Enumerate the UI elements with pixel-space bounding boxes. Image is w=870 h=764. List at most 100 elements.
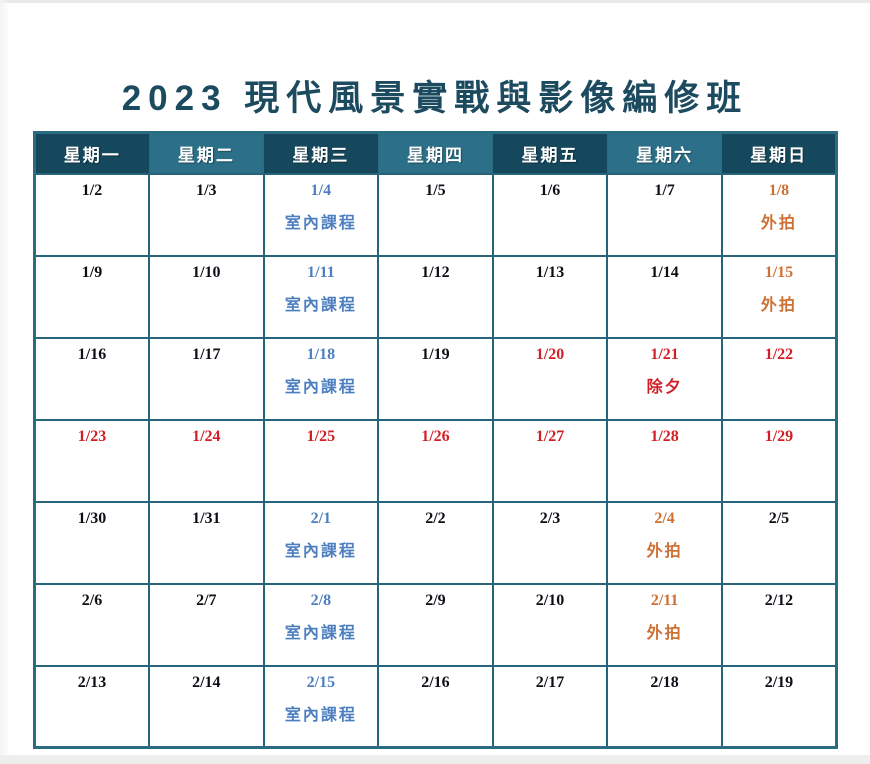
calendar-cell-2-8: 2/8 室內課程: [262, 582, 380, 667]
cell-date: 2/11: [650, 591, 679, 609]
calendar-cell-1-19: 1/19: [377, 336, 494, 421]
calendar-cell-1-18: 1/18 室內課程: [262, 336, 380, 421]
calendar-cell-1-2: 1/2: [33, 172, 151, 257]
calendar-cell-1-6: 1/6: [491, 172, 609, 257]
cell-date: 1/11: [307, 263, 335, 281]
cell-date: 1/22: [764, 345, 794, 363]
cell-date: 1/19: [421, 345, 450, 363]
calendar-week-row: 2/6 2/7 2/8 室內課程 2/9 2/10 2/11 外拍 2/12: [33, 582, 838, 667]
cell-date: 2/4: [654, 509, 675, 527]
cell-date: 2/18: [650, 673, 679, 691]
cell-date: 2/13: [77, 673, 107, 691]
cell-activity-label: 除夕: [646, 378, 683, 396]
cell-activity-label: 外拍: [760, 214, 797, 232]
calendar-cell-1-9: 1/9: [33, 254, 151, 339]
cell-date: 1/16: [77, 345, 107, 363]
cell-date: 2/10: [535, 591, 565, 609]
calendar-cell-1-10: 1/10: [148, 254, 265, 339]
calendar-cell-1-27: 1/27: [491, 418, 609, 503]
cell-date: 2/2: [425, 509, 446, 527]
calendar-week-row: 1/9 1/10 1/11 室內課程 1/12 1/13 1/14 1/15 外拍: [33, 254, 838, 339]
calendar-cell-1-8: 1/8 外拍: [720, 172, 838, 257]
calendar-week-row: 1/23 1/24 1/25 1/26 1/27 1/28 1/29: [33, 418, 838, 503]
page-title: 2023 現代風景實戰與影像編修班: [121, 79, 749, 118]
cell-activity-label: 室內課程: [284, 624, 357, 642]
cell-date: 1/9: [81, 263, 103, 281]
cell-date: 1/28: [650, 427, 679, 445]
calendar-cell-1-15: 1/15 外拍: [720, 254, 838, 339]
calendar-cell-1-26: 1/26: [377, 418, 494, 503]
cell-date: 2/9: [425, 591, 446, 609]
cell-date: 1/29: [764, 427, 794, 445]
cell-date: 1/10: [192, 263, 221, 281]
page-bottom-edge: [0, 755, 870, 764]
weekday-header-tue: 星期二: [148, 132, 265, 174]
cell-date: 1/5: [425, 181, 446, 199]
cell-date: 2/17: [535, 673, 565, 691]
cell-date: 1/31: [192, 509, 221, 527]
calendar-cell-2-5: 2/5: [720, 500, 838, 585]
calendar-cell-1-12: 1/12: [377, 254, 494, 339]
calendar-cell-2-10: 2/10: [491, 582, 609, 667]
cell-activity-label: 室內課程: [284, 706, 357, 724]
cell-activity-label: 室內課程: [284, 296, 357, 314]
calendar-cell-2-9: 2/9: [377, 582, 494, 667]
calendar-cell-2-2: 2/2: [377, 500, 494, 585]
cell-date: 1/8: [768, 181, 790, 199]
calendar-cell-2-18: 2/18: [606, 664, 723, 749]
calendar-cell-1-23: 1/23: [33, 418, 151, 503]
calendar-cell-2-12: 2/12: [720, 582, 838, 667]
calendar-cell-2-3: 2/3: [491, 500, 609, 585]
calendar-cell-2-1: 2/1 室內課程: [262, 500, 380, 585]
calendar-cell-1-7: 1/7: [606, 172, 723, 257]
weekday-header-thu: 星期四: [377, 132, 494, 174]
calendar-cell-2-15: 2/15 室內課程: [262, 664, 380, 749]
page-top-edge: [0, 0, 870, 3]
calendar-cell-1-11: 1/11 室內課程: [262, 254, 380, 339]
cell-date: 1/15: [764, 263, 794, 281]
cell-date: 1/17: [192, 345, 221, 363]
calendar-cell-2-14: 2/14: [148, 664, 265, 749]
calendar-cell-2-7: 2/7: [148, 582, 265, 667]
weekday-header-fri: 星期五: [492, 132, 608, 174]
calendar-cell-1-4: 1/4 室內課程: [262, 172, 380, 257]
cell-activity-label: 室內課程: [284, 214, 357, 232]
calendar-cell-1-21: 1/21 除夕: [606, 336, 723, 421]
weekday-header-wed: 星期三: [263, 132, 379, 174]
cell-activity-label: 室內課程: [284, 378, 357, 396]
cell-date: 1/18: [306, 345, 336, 363]
calendar-cell-1-14: 1/14: [606, 254, 723, 339]
calendar-cell-2-4: 2/4 外拍: [606, 500, 723, 585]
calendar-cell-1-17: 1/17: [148, 336, 265, 421]
cell-date: 1/4: [310, 181, 332, 199]
calendar-cell-1-30: 1/30: [33, 500, 151, 585]
page-left-edge: [0, 0, 10, 764]
cell-date: 2/5: [768, 509, 790, 527]
cell-date: 2/1: [310, 509, 332, 527]
weekday-header-row: 星期一 星期二 星期三 星期四 星期五 星期六 星期日: [34, 132, 837, 174]
weekday-header-sat: 星期六: [606, 132, 723, 174]
cell-activity-label: 室內課程: [284, 542, 357, 560]
cell-date: 1/27: [535, 427, 565, 445]
cell-date: 2/6: [81, 591, 103, 609]
calendar-week-row: 2/13 2/14 2/15 室內課程 2/16 2/17 2/18 2/19: [33, 664, 838, 749]
cell-date: 2/16: [421, 673, 450, 691]
calendar-cell-2-6: 2/6: [33, 582, 151, 667]
calendar-cell-2-17: 2/17: [491, 664, 609, 749]
cell-date: 1/2: [81, 181, 103, 199]
cell-date: 1/7: [654, 181, 675, 199]
calendar-cell-1-24: 1/24: [148, 418, 265, 503]
calendar-cell-1-31: 1/31: [148, 500, 265, 585]
calendar-week-row: 1/16 1/17 1/18 室內課程 1/19 1/20 1/21 除夕 1/22: [33, 336, 838, 421]
cell-date: 1/30: [77, 509, 107, 527]
cell-date: 1/24: [192, 427, 221, 445]
schedule-table: 星期一 星期二 星期三 星期四 星期五 星期六 星期日 1/2 1/3 1/4 室內課程 1/5 1/…: [33, 131, 838, 749]
calendar-cell-1-5: 1/5: [377, 172, 494, 257]
cell-activity-label: 外拍: [760, 296, 797, 314]
calendar-cell-1-28: 1/28: [606, 418, 723, 503]
calendar-week-row: 1/30 1/31 2/1 室內課程 2/2 2/3 2/4 外拍 2/5: [33, 500, 838, 585]
calendar-cell-1-22: 1/22: [720, 336, 838, 421]
cell-date: 2/8: [310, 591, 332, 609]
weekday-header-sun: 星期日: [721, 132, 837, 174]
calendar-cell-2-19: 2/19: [720, 664, 838, 749]
